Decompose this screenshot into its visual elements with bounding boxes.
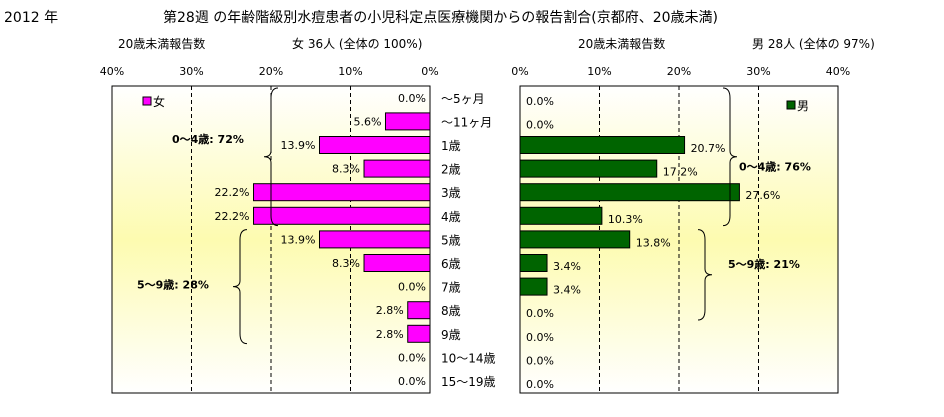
right-caption: 20歳未満報告数: [578, 37, 666, 51]
left-bar: [318, 230, 431, 249]
category-label: 9歳: [441, 328, 461, 342]
left-x-tick-label: 30%: [179, 65, 203, 78]
right-value-label: 20.7%: [691, 142, 726, 155]
category-label: 〜5ヶ月: [441, 92, 485, 106]
right-bar: [519, 136, 686, 154]
right-legend-label: 男: [797, 99, 809, 113]
left-value-label: 13.9%: [281, 233, 316, 246]
left-value-label: 0.0%: [398, 375, 426, 388]
left-annotation-0-4: 0〜4歳: 72%: [172, 132, 244, 146]
right-x-tick-label: 20%: [667, 65, 691, 78]
right-value-label: 17.2%: [663, 166, 698, 179]
left-bar: [253, 206, 431, 225]
chart-title: 第28週 の年齢階級別水痘患者の小児科定点医療機関からの報告割合(京都府、20歳…: [163, 10, 719, 26]
right-value-label: 0.0%: [526, 331, 554, 344]
category-label: 〜11ヶ月: [441, 115, 492, 129]
category-label: 10〜14歳: [441, 351, 496, 365]
left-x-tick-label: 40%: [100, 65, 124, 78]
right-legend-swatch: [786, 100, 796, 110]
left-bar: [363, 254, 431, 272]
right-value-label: 0.0%: [526, 95, 554, 108]
right-bar: [519, 206, 603, 225]
right-value-label: 0.0%: [526, 354, 554, 367]
left-brace-5-9: [232, 229, 248, 345]
left-annotation-5-9: 5〜9歳: 28%: [137, 278, 209, 292]
left-bar: [363, 159, 431, 178]
category-label: 6歳: [441, 257, 461, 271]
right-value-label: 13.8%: [636, 236, 671, 249]
category-label: 3歳: [441, 186, 461, 200]
category-label: 1歳: [441, 139, 461, 153]
left-bar: [318, 136, 431, 154]
right-bar: [519, 254, 548, 272]
right-brace-0-4: [722, 87, 738, 227]
left-legend-label: 女: [153, 94, 165, 109]
left-x-tick-label: 0%: [421, 65, 438, 78]
left-value-label: 2.8%: [376, 328, 404, 341]
left-value-label: 8.3%: [332, 163, 360, 176]
right-x-tick-label: 40%: [826, 65, 850, 78]
left-legend-swatch: [142, 96, 152, 106]
left-value-label: 0.0%: [398, 281, 426, 294]
right-x-tick-label: 30%: [746, 65, 770, 78]
left-value-label: 0.0%: [398, 351, 426, 364]
left-bar: [407, 324, 431, 343]
left-value-label: 13.9%: [281, 139, 316, 152]
left-value-label: 5.6%: [354, 115, 382, 128]
year-label: 2012 年: [4, 10, 59, 26]
left-bar: [407, 301, 431, 320]
right-value-label: 3.4%: [553, 260, 581, 273]
right-annotation-5-9: 5〜9歳: 21%: [728, 257, 800, 271]
right-total: 男 28人 (全体の 97%): [752, 37, 875, 51]
right-x-tick-label: 0%: [511, 65, 528, 78]
right-value-label: 0.0%: [526, 307, 554, 320]
right-value-label: 0.0%: [526, 378, 554, 391]
left-value-label: 8.3%: [332, 257, 360, 270]
right-value-label: 0.0%: [526, 118, 554, 131]
left-total: 女 36人 (全体の 100%): [292, 37, 423, 51]
right-bar: [519, 183, 740, 202]
category-label: 4歳: [441, 210, 461, 224]
right-bar: [519, 159, 658, 178]
right-value-label: 3.4%: [553, 284, 581, 297]
left-caption: 20歳未満報告数: [118, 37, 206, 51]
right-annotation-0-4: 0〜4歳: 76%: [739, 160, 811, 174]
category-label: 2歳: [441, 163, 461, 177]
left-value-label: 22.2%: [215, 186, 250, 199]
right-value-label: 10.3%: [608, 213, 643, 226]
left-x-tick-label: 10%: [338, 65, 362, 78]
left-value-label: 0.0%: [398, 92, 426, 105]
right-bar: [519, 230, 631, 249]
category-label: 8歳: [441, 304, 461, 318]
category-label: 15〜19歳: [441, 375, 496, 389]
left-x-tick-label: 20%: [259, 65, 283, 78]
left-brace-0-4: [263, 87, 279, 227]
right-brace-5-9: [697, 229, 713, 321]
left-value-label: 22.2%: [215, 210, 250, 223]
left-bar: [384, 112, 431, 131]
category-label: 7歳: [441, 281, 461, 295]
left-bar: [253, 183, 431, 202]
category-label: 5歳: [441, 233, 461, 247]
left-value-label: 2.8%: [376, 304, 404, 317]
right-x-tick-label: 10%: [587, 65, 611, 78]
right-value-label: 27.6%: [745, 189, 780, 202]
right-bar: [519, 277, 548, 296]
